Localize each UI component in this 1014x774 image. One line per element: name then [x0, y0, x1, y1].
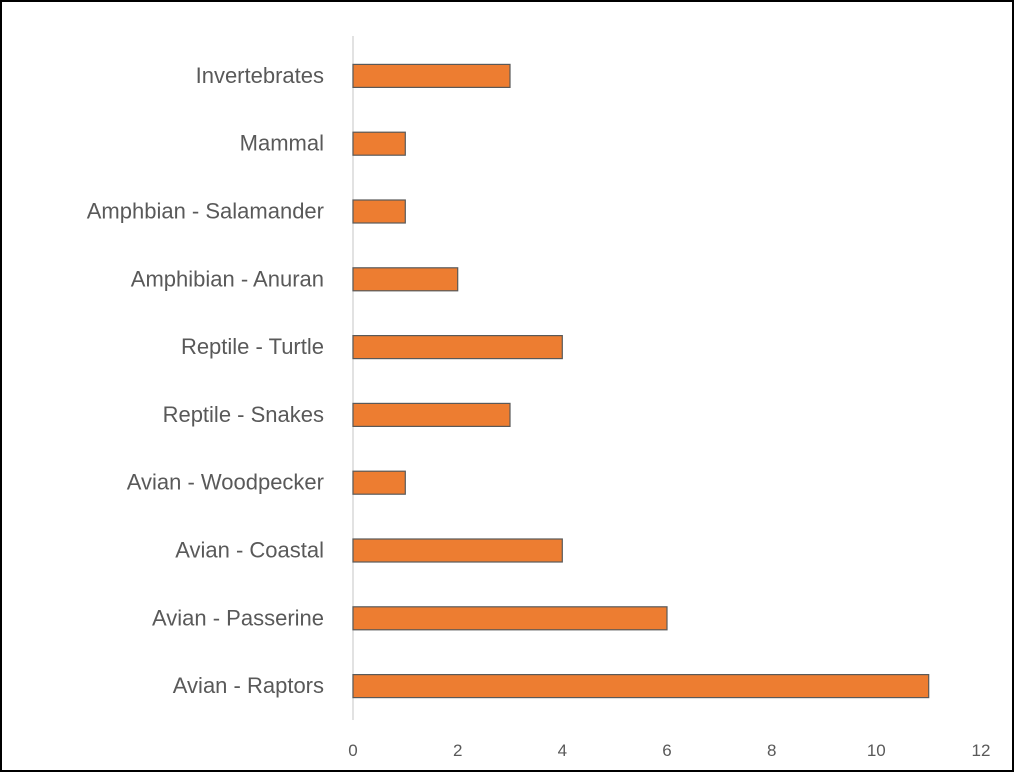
- x-tick-label: 6: [662, 741, 671, 760]
- x-tick-labels: 0 2 4 6 8 10 12: [348, 741, 990, 760]
- category-label: Amphbian - Salamander: [87, 199, 324, 224]
- category-label: Mammal: [240, 131, 324, 156]
- category-label: Avian - Passerine: [152, 605, 324, 630]
- bar: [352, 402, 511, 427]
- category-label: Avian - Raptors: [173, 673, 324, 698]
- x-tick-label: 4: [558, 741, 567, 760]
- x-tick-label: 10: [867, 741, 886, 760]
- x-tick-label: 12: [972, 741, 991, 760]
- bar: [352, 673, 930, 699]
- category-label: Reptile - Turtle: [181, 334, 324, 359]
- bars-group: [352, 63, 930, 699]
- bar: [352, 199, 406, 224]
- category-label: Avian - Coastal: [175, 538, 324, 563]
- bar: [352, 63, 511, 89]
- bar: [352, 606, 668, 631]
- bar: [352, 470, 406, 495]
- category-label: Invertebrates: [196, 63, 324, 88]
- category-label: Amphibian - Anuran: [131, 266, 324, 291]
- bar: [352, 538, 563, 563]
- bar: [352, 131, 406, 156]
- category-label: Avian - Woodpecker: [127, 470, 324, 495]
- bar: [352, 335, 563, 360]
- x-tick-label: 8: [767, 741, 776, 760]
- bar: [352, 267, 459, 292]
- x-tick-label: 2: [453, 741, 462, 760]
- category-label: Reptile - Snakes: [163, 402, 324, 427]
- x-tick-label: 0: [348, 741, 357, 760]
- category-labels: Avian - Raptors Avian - Passerine Avian - …: [87, 63, 324, 698]
